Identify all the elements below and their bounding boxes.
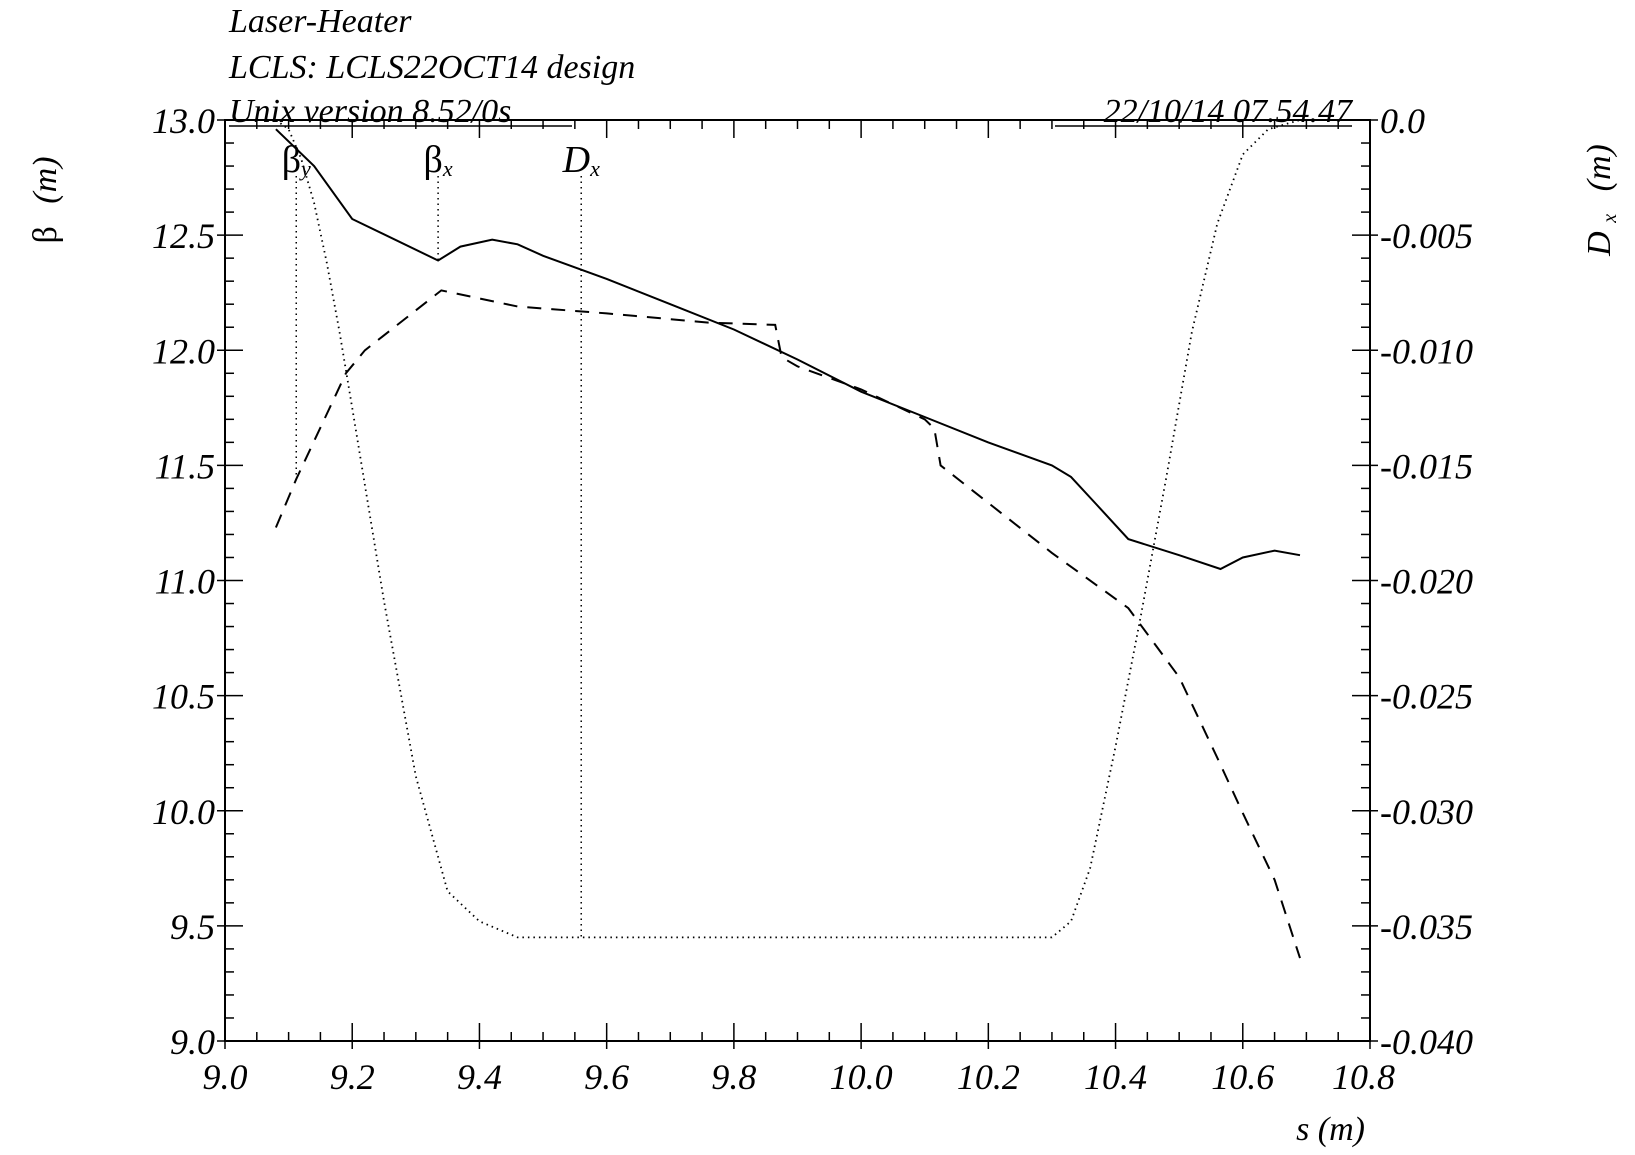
version-text: Unix version 8.52/0s bbox=[229, 93, 511, 130]
x-tick-label: 10.6 bbox=[1211, 1057, 1274, 1097]
y-left-tick-label: 13.0 bbox=[152, 101, 215, 141]
svg-text:β (m): β (m) bbox=[27, 156, 64, 243]
series-markers: βx βy Dx bbox=[282, 139, 600, 938]
y-left-tick-label: 11.5 bbox=[155, 446, 215, 486]
axis-ticks bbox=[217, 119, 1378, 1049]
y-left-tick-label: 10.5 bbox=[152, 677, 215, 717]
y-right-tick-label: -0.005 bbox=[1380, 216, 1473, 256]
y-left-tick-label: 11.0 bbox=[155, 562, 215, 602]
x-tick-label: 10.4 bbox=[1084, 1057, 1147, 1097]
series-line--x bbox=[275, 128, 1301, 571]
y-right-tick-label: 0.0 bbox=[1380, 101, 1425, 141]
y-left-tick-label: 9.5 bbox=[170, 907, 215, 947]
x-tick-label: 10.8 bbox=[1332, 1057, 1395, 1097]
y-right-tick-label: -0.040 bbox=[1380, 1022, 1473, 1062]
y-left-title-unit: (m) bbox=[27, 156, 64, 203]
x-tick-label: 9.4 bbox=[457, 1057, 502, 1097]
x-tick-label: 10.2 bbox=[957, 1057, 1020, 1097]
axis-tick-labels: 9.0 9.2 9.4 9.6 9.8 10.0 10.2 10.4 10.6 10.8 9.0 9.… bbox=[152, 101, 1473, 1097]
series-marker-label: βy bbox=[282, 139, 311, 181]
y-right-title-symbol: D bbox=[1581, 231, 1618, 257]
plot-frame bbox=[224, 119, 1371, 1042]
y-right-tick-label: -0.020 bbox=[1380, 562, 1473, 602]
y-left-tick-label: 12.5 bbox=[152, 216, 215, 256]
series-line--y bbox=[274, 289, 1301, 959]
y-right-tick-label: -0.010 bbox=[1380, 331, 1473, 371]
y-left-tick-label: 9.0 bbox=[170, 1022, 215, 1062]
x-tick-label: 9.2 bbox=[330, 1057, 375, 1097]
x-tick-label: 9.8 bbox=[711, 1057, 756, 1097]
y-left-tick-label: 12.0 bbox=[152, 331, 215, 371]
x-tick-label: 9.0 bbox=[203, 1057, 248, 1097]
series-layer bbox=[274, 119, 1301, 959]
series-line-dx bbox=[275, 119, 1301, 939]
y-right-tick-label: -0.015 bbox=[1380, 446, 1473, 486]
y-right-tick-label: -0.030 bbox=[1380, 792, 1473, 832]
series-marker-label: Dx bbox=[562, 139, 600, 181]
y-right-axis-title: D x (m) bbox=[1581, 144, 1624, 257]
series-marker-label: βx bbox=[424, 139, 453, 181]
y-right-title-unit: (m) bbox=[1581, 144, 1618, 191]
y-right-tick-label: -0.035 bbox=[1380, 907, 1473, 947]
svg-text:D x (m): D x (m) bbox=[1581, 144, 1624, 257]
y-left-title-symbol: β bbox=[27, 226, 64, 243]
y-left-axis-title: β (m) bbox=[27, 156, 64, 243]
timestamp-text: 22/10/14 07.54.47 bbox=[1104, 93, 1354, 130]
plot-title: Laser-Heater bbox=[228, 3, 412, 40]
y-right-title-sub: x bbox=[1599, 214, 1621, 224]
plot-subtitle: LCLS: LCLS22OCT14 design bbox=[228, 49, 635, 86]
x-axis-title: s (m) bbox=[1296, 1111, 1365, 1148]
y-left-tick-label: 10.0 bbox=[152, 792, 215, 832]
y-right-tick-label: -0.025 bbox=[1380, 677, 1473, 717]
x-tick-label: 10.0 bbox=[830, 1057, 893, 1097]
x-tick-label: 9.6 bbox=[584, 1057, 629, 1097]
